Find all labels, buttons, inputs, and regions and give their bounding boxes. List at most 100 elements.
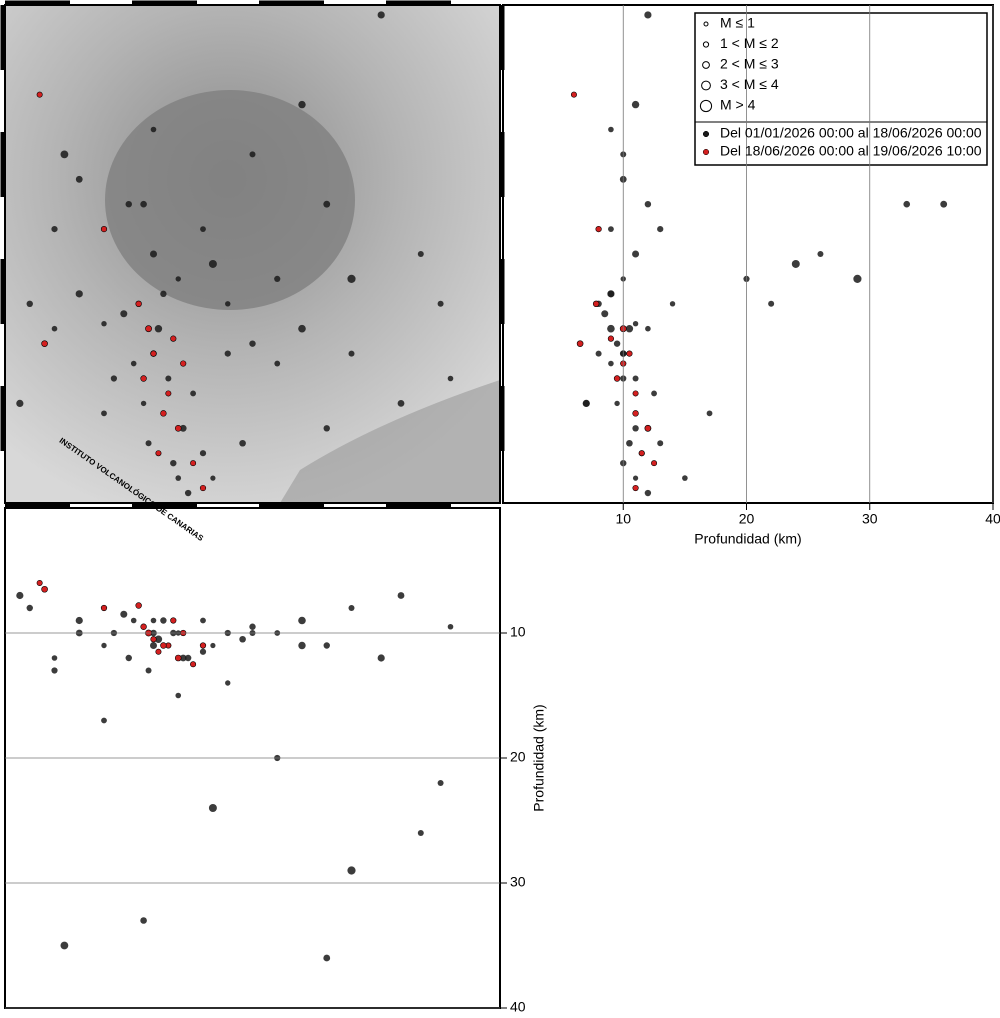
- epicenter: [447, 375, 454, 382]
- epicenter: [175, 276, 181, 282]
- epicenter: [154, 325, 163, 333]
- epicenter: [145, 440, 152, 447]
- x-tick-label: 40: [985, 511, 1000, 527]
- epicenter: [323, 425, 330, 432]
- hypocenter: [16, 591, 24, 600]
- epicenter: [190, 460, 197, 467]
- epicenter: [145, 325, 152, 333]
- epicenter: [155, 450, 162, 457]
- hypocenter: [150, 642, 157, 649]
- epicenter: [120, 310, 128, 318]
- hypocenter: [632, 484, 639, 492]
- hypocenter: [208, 804, 217, 812]
- map-background: [5, 5, 500, 503]
- epicenter: [417, 251, 424, 257]
- legend-label: Del 01/01/2026 00:00 al 18/06/2026 00:00: [720, 125, 982, 141]
- legend-size-symbol: [703, 21, 709, 27]
- hypocenter: [607, 335, 615, 342]
- hypocenter: [190, 661, 197, 668]
- epicenter: [298, 100, 306, 109]
- hypocenter: [348, 605, 355, 611]
- epicenter: [36, 91, 43, 98]
- epicenter: [170, 335, 177, 342]
- hypocenter: [608, 226, 614, 233]
- epicenter: [225, 301, 231, 307]
- hypocenter: [657, 440, 664, 447]
- hypocenter: [210, 642, 216, 649]
- legend-size-symbol: [702, 61, 710, 69]
- epicenter: [165, 375, 172, 382]
- epicenter: [397, 400, 405, 407]
- hypocenter: [791, 259, 800, 268]
- hypocenter: [638, 450, 645, 457]
- epicenter: [125, 201, 132, 208]
- epicenter: [377, 11, 385, 19]
- epicenter: [100, 226, 108, 233]
- hypocenter: [632, 475, 639, 481]
- hypocenter: [651, 390, 657, 397]
- hypocenter: [817, 251, 824, 257]
- hypocenter: [632, 375, 639, 382]
- epicenter: [140, 400, 147, 407]
- hypocenter: [26, 604, 33, 612]
- legend-size-symbol: [701, 80, 711, 91]
- hypocenter: [632, 390, 639, 397]
- epicenter: [249, 151, 256, 158]
- epicenter: [135, 300, 142, 307]
- hypocenter: [75, 616, 83, 625]
- epicenter: [150, 250, 157, 258]
- hypocenter: [592, 300, 600, 307]
- hypocenter: [595, 226, 602, 233]
- hypocenter: [150, 617, 157, 624]
- hypocenter: [298, 641, 306, 650]
- hypocenter: [601, 310, 609, 318]
- hypocenter: [570, 91, 577, 98]
- hypocenter: [170, 617, 177, 624]
- hypocenter: [155, 648, 162, 655]
- depth-lon-points: [16, 579, 454, 962]
- hypocenter: [437, 780, 444, 786]
- legend-label: M ≤ 1: [720, 15, 755, 31]
- hypocenter: [595, 350, 602, 357]
- legend-label: 1 < M ≤ 2: [720, 35, 779, 51]
- hypocenter: [179, 654, 187, 662]
- x-tick-label: 20: [739, 511, 755, 527]
- hypocenter: [644, 489, 652, 497]
- hypocenter: [669, 301, 676, 307]
- hypocenter: [60, 941, 69, 950]
- epicenter: [16, 399, 24, 407]
- hypocenter: [417, 830, 424, 836]
- epicenter: [150, 350, 157, 357]
- epicenter: [437, 300, 444, 307]
- hypocenter: [613, 340, 621, 347]
- hypocenter: [174, 654, 182, 662]
- hypocenter: [903, 200, 911, 208]
- hypocenter: [184, 654, 192, 662]
- y-tick-label: 10: [510, 624, 526, 640]
- epicenter: [190, 390, 197, 397]
- epicenter: [101, 410, 107, 417]
- hypocenter: [36, 579, 43, 586]
- hypocenter: [140, 623, 147, 630]
- hypocenter: [239, 635, 246, 643]
- epicenter: [26, 300, 33, 307]
- x-tick-label: 30: [862, 511, 878, 527]
- hypocenter: [614, 400, 620, 407]
- hypocenter: [199, 642, 207, 649]
- epicenter: [210, 475, 216, 481]
- epicenter: [323, 200, 331, 208]
- y-axis-label: Profundidad (km): [531, 704, 547, 811]
- hypocenter: [397, 592, 405, 599]
- legend-label: 2 < M ≤ 3: [720, 56, 779, 72]
- hypocenter: [447, 623, 454, 630]
- epicenter: [239, 439, 246, 447]
- hypocenter: [608, 360, 614, 367]
- depth-lat-points: [570, 11, 948, 497]
- x-axis-label: Profundidad (km): [694, 531, 801, 547]
- hypocenter: [582, 399, 590, 407]
- epicenter: [75, 290, 83, 298]
- hypocenter: [607, 290, 615, 298]
- epicenter: [274, 360, 281, 367]
- hypocenter: [298, 616, 306, 625]
- hypocenter: [140, 917, 147, 924]
